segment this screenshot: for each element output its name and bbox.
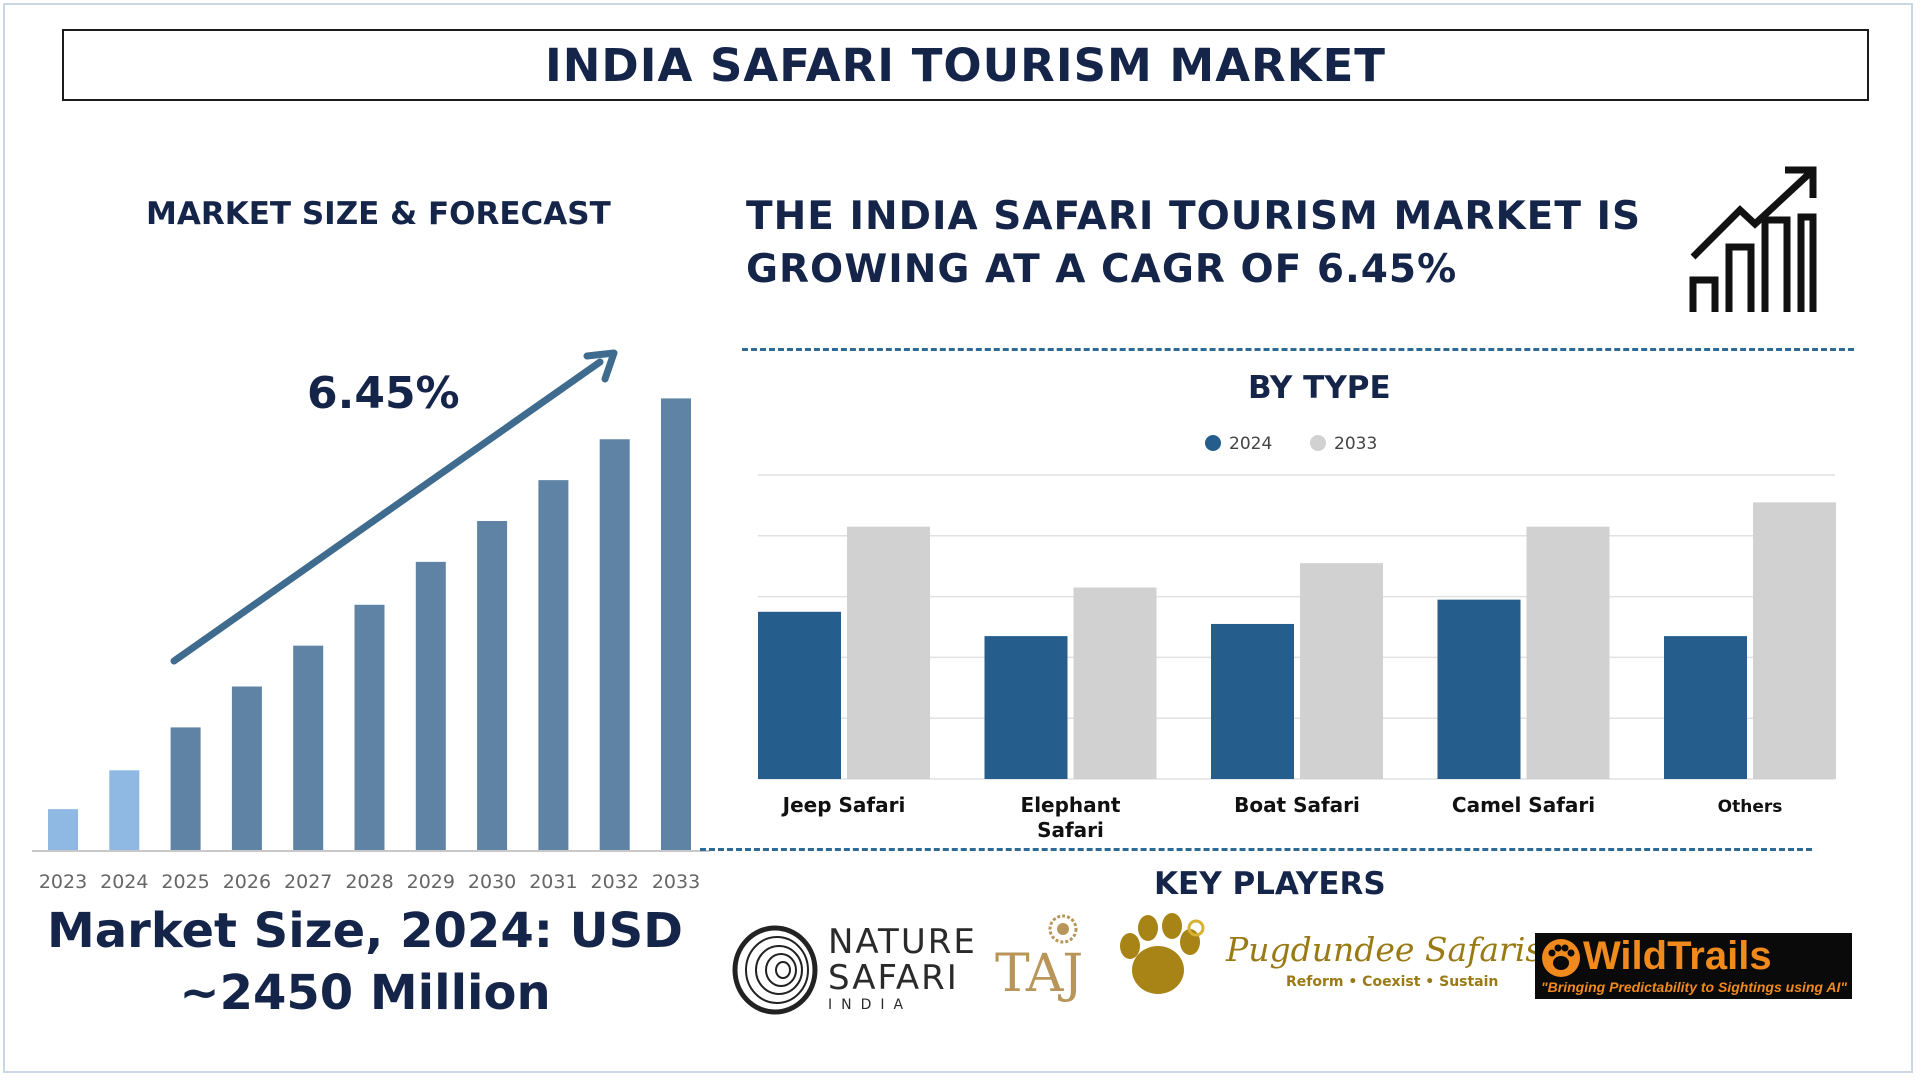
market-size-line-1: Market Size, 2024: USD: [46, 903, 684, 959]
page-frame: [3, 3, 1913, 1073]
market-size-forecast-heading: MARKET SIZE & FORECAST: [146, 196, 611, 232]
forecast-tick-2028: 2028: [345, 871, 393, 893]
type-category-label-1-1: Safari: [1037, 818, 1104, 842]
type-category-label-0-0: Jeep Safari: [781, 793, 906, 817]
forecast-tick-2032: 2032: [591, 871, 639, 893]
page-title: INDIA SAFARI TOURISM MARKET: [545, 38, 1386, 92]
forecast-bar-2028: [354, 604, 385, 850]
forecast-tick-2030: 2030: [468, 871, 516, 893]
forecast-bar-2025: [170, 727, 201, 850]
legend-label-2024: 2024: [1229, 434, 1272, 454]
type-bar-others-2024: [1664, 636, 1747, 779]
paw-icon: [1542, 939, 1580, 977]
forecast-bar-2030: [477, 521, 508, 850]
forecast-bar-2029: [415, 561, 446, 850]
headline-line-2: GROWING AT A CAGR OF 6.45%: [746, 247, 1458, 292]
type-bar-camel-safari-2033: [1526, 526, 1610, 779]
paw-print-icon: [1120, 913, 1205, 994]
taj-emblem-icon: [1048, 914, 1078, 944]
logo-wildtrails: WildTrails "Bringing Predictability to S…: [1535, 933, 1852, 999]
forecast-bar-chart: 2023 2024 2025 2026 2027 2028 2029 2030 2031 2032…: [32, 349, 710, 893]
type-bar-elephant-safari-2024: [984, 636, 1068, 779]
wildtrails-wordmark: WildTrails: [1583, 934, 1772, 978]
logo-nature-safari-india: NATURE SAFARI INDIA: [730, 920, 975, 1020]
forecast-bar-2032: [599, 439, 630, 850]
type-bar-camel-safari-2024: [1437, 599, 1521, 779]
key-players-heading: KEY PLAYERS: [1154, 866, 1386, 902]
forecast-tick-2033: 2033: [652, 871, 700, 893]
type-category-label-4-0: Others: [1718, 797, 1783, 817]
market-size-statement: Market Size, 2024: USD ~2450 Million: [20, 900, 710, 1024]
forecast-bar-2023: [48, 809, 78, 850]
forecast-tick-2031: 2031: [529, 871, 577, 893]
type-bar-jeep-safari-2033: [847, 526, 930, 779]
type-category-label-1-0: Elephant: [1021, 793, 1121, 817]
pugdundee-tagline: Reform • Coexist • Sustain: [1286, 974, 1499, 990]
cagr-value-label: 6.45%: [307, 368, 460, 419]
forecast-tick-2023: 2023: [39, 871, 87, 893]
divider-top: [742, 348, 1854, 351]
title-box: INDIA SAFARI TOURISM MARKET: [62, 29, 1869, 101]
forecast-bar-2033: [661, 398, 691, 850]
forecast-bar-2031: [538, 480, 569, 850]
type-bar-boat-safari-2033: [1300, 563, 1383, 779]
forecast-bar-2024: [109, 770, 140, 850]
forecast-bar-2027: [293, 645, 324, 850]
logo-taj: TAJ: [995, 910, 1095, 1010]
legend-swatch-2024: [1205, 435, 1221, 451]
cagr-headline: THE INDIA SAFARI TOURISM MARKET IS GROWI…: [746, 190, 1686, 296]
growth-arrow-head: [583, 349, 618, 383]
type-category-label-3-0: Camel Safari: [1452, 793, 1595, 817]
legend-label-2033: 2033: [1334, 434, 1377, 454]
taj-wordmark: TAJ: [995, 944, 1083, 1004]
nature-safari-line3: INDIA: [828, 997, 913, 1013]
forecast-bar-2026: [231, 686, 262, 850]
nature-safari-line2: SAFARI: [828, 958, 959, 998]
pugdundee-wordmark: Pugdundee Safaris: [1226, 930, 1543, 969]
growth-arrow-line: [170, 358, 604, 665]
forecast-tick-2027: 2027: [284, 871, 332, 893]
headline-line-1: THE INDIA SAFARI TOURISM MARKET IS: [746, 194, 1642, 239]
logo-pugdundee-safaris: Pugdundee Safaris Reform • Coexist • Sus…: [1118, 908, 1542, 1008]
forecast-tick-2029: 2029: [407, 871, 455, 893]
market-size-line-2: ~2450 Million: [179, 965, 551, 1021]
growth-chart-icon: [1689, 166, 1817, 312]
divider-bottom: [700, 848, 1812, 851]
type-bar-others-2033: [1753, 502, 1836, 779]
legend-swatch-2033: [1310, 435, 1326, 451]
type-bar-jeep-safari-2024: [758, 611, 841, 779]
type-bar-boat-safari-2024: [1211, 623, 1294, 779]
tree-ring-icon: [732, 925, 818, 1015]
nature-safari-line1: NATURE: [828, 922, 977, 962]
forecast-tick-2024: 2024: [100, 871, 148, 893]
forecast-tick-2026: 2026: [223, 871, 271, 893]
type-bar-elephant-safari-2033: [1073, 587, 1157, 779]
wildtrails-tagline: "Bringing Predictability to Sightings us…: [1541, 979, 1847, 995]
type-category-label-2-0: Boat Safari: [1234, 793, 1360, 817]
forecast-tick-2025: 2025: [161, 871, 209, 893]
by-type-heading: BY TYPE: [1248, 370, 1391, 406]
